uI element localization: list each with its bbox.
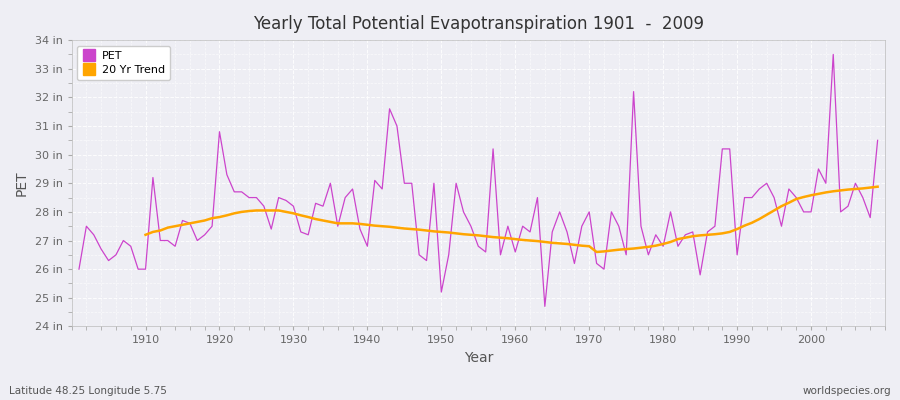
20 Yr Trend <box>281 210 292 214</box>
Y-axis label: PET: PET <box>15 170 29 196</box>
20 Yr Trend <box>140 232 151 237</box>
20 Yr Trend <box>872 184 883 189</box>
20 Yr Trend <box>576 243 587 248</box>
PET <box>74 267 85 272</box>
PET <box>295 230 306 234</box>
PET <box>502 224 513 229</box>
20 Yr Trend <box>842 187 853 192</box>
PET <box>340 195 351 200</box>
PET <box>132 267 143 272</box>
20 Yr Trend <box>518 238 528 242</box>
Text: Latitude 48.25 Longitude 5.75: Latitude 48.25 Longitude 5.75 <box>9 386 166 396</box>
PET <box>828 52 839 57</box>
X-axis label: Year: Year <box>464 351 493 365</box>
Title: Yearly Total Potential Evapotranspiration 1901  -  2009: Yearly Total Potential Evapotranspiratio… <box>253 15 704 33</box>
Line: 20 Yr Trend: 20 Yr Trend <box>146 187 878 252</box>
Legend: PET, 20 Yr Trend: PET, 20 Yr Trend <box>77 46 170 80</box>
20 Yr Trend <box>310 217 321 222</box>
PET <box>606 210 616 214</box>
Line: PET: PET <box>79 54 878 306</box>
PET <box>539 304 550 309</box>
Text: worldspecies.org: worldspecies.org <box>803 386 891 396</box>
PET <box>510 250 521 254</box>
PET <box>872 138 883 143</box>
20 Yr Trend <box>821 190 832 195</box>
20 Yr Trend <box>591 250 602 254</box>
